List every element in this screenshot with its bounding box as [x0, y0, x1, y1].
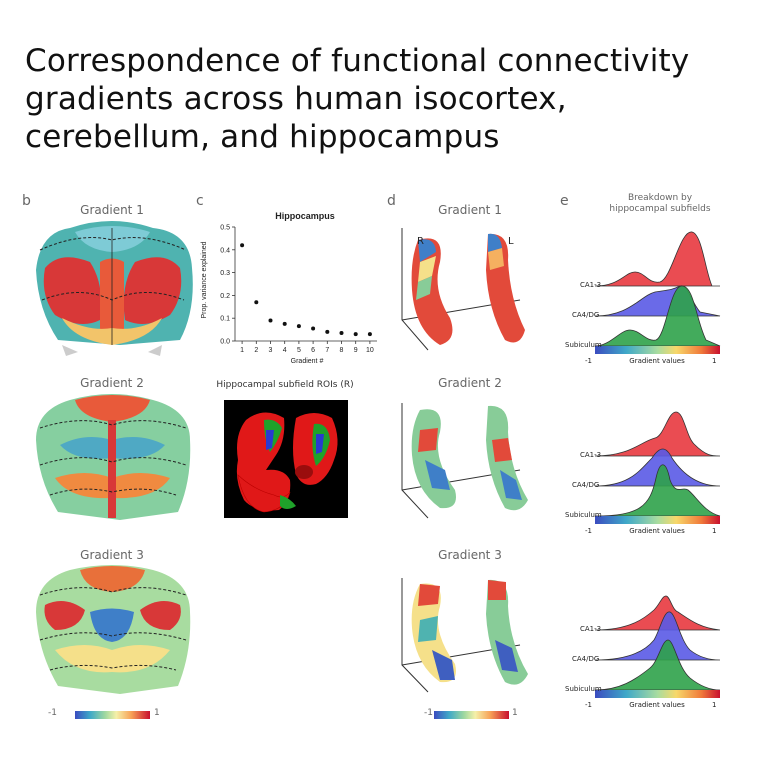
ridge-2-axis-max: 1: [712, 527, 717, 535]
ridge-1-axis-min: -1: [585, 357, 592, 365]
data-point: [240, 243, 245, 248]
panel-d-title-1: Gradient 1: [438, 203, 502, 217]
hippocampus-cloud-1-left: [486, 233, 525, 343]
ridge-1-row-subiculum: Subiculum: [565, 341, 602, 349]
panel-b-colorbar-min: -1: [48, 708, 57, 718]
hippocampus-cloud-2-left: [486, 405, 528, 511]
ridge-2-row-subiculum: Subiculum: [565, 511, 602, 519]
y-tick-label: 0.2: [220, 293, 230, 300]
ridge-2-row-ca4dg: CA4/DG: [572, 481, 600, 489]
panel-b-colorbar-max: 1: [154, 708, 160, 718]
panel-d-colorbar-max: 1: [512, 708, 518, 718]
chart-xlabel: Gradient #: [291, 358, 324, 365]
panel-b-letter: b: [22, 193, 31, 209]
x-tick-label: 5: [297, 347, 301, 354]
cerebellum-flatmap-3: [36, 565, 191, 694]
ridge-3-axis-min: -1: [585, 701, 592, 709]
hippocampus-cloud-2-right: [411, 409, 456, 509]
ridge-plot-2: [594, 411, 721, 524]
ridge-2-axis-label: Gradient values: [629, 527, 685, 535]
ridge-1-axis-max: 1: [712, 357, 717, 365]
ridge-3-row-ca4dg: CA4/DG: [572, 655, 600, 663]
y-tick-label: 0.0: [220, 339, 230, 346]
ridge-1-row-ca13: CA1-3: [580, 281, 602, 289]
panel-d-title-3: Gradient 3: [438, 548, 502, 562]
ridge-plot-3: [594, 595, 721, 698]
ridge-3-row-subiculum: Subiculum: [565, 685, 602, 693]
hippocampus-cloud-1-right: [411, 238, 453, 345]
panel-b-title-1: Gradient 1: [80, 203, 144, 217]
cerebellum-flatmap-1: [36, 221, 193, 356]
hemisphere-left-label: L: [508, 236, 514, 247]
panel-d-colorbar-min: -1: [424, 708, 433, 718]
data-point: [325, 329, 330, 334]
data-point: [282, 321, 287, 326]
data-point: [353, 332, 358, 337]
variance-explained-scatter: Hippocampus Prop. variance explained Gra…: [201, 211, 377, 365]
chart-title: Hippocampus: [275, 211, 335, 221]
ridge-3-row-ca13: CA1-3: [580, 625, 602, 633]
x-tick-label: 8: [340, 347, 344, 354]
ridge-3-axis-max: 1: [712, 701, 717, 709]
y-tick-label: 0.1: [220, 316, 230, 323]
x-tick-label: 1: [240, 347, 244, 354]
y-tick-label: 0.4: [220, 247, 230, 254]
data-point: [296, 324, 301, 329]
panel-b-title-2: Gradient 2: [80, 376, 144, 390]
x-tick-label: 2: [254, 347, 258, 354]
data-point: [254, 300, 259, 305]
ridge-2-axis-min: -1: [585, 527, 592, 535]
panel-c-letter: c: [196, 193, 204, 209]
ridge-1-axis-label: Gradient values: [629, 357, 685, 365]
hippocampus-cloud-3-right: [411, 583, 456, 683]
data-point: [339, 331, 344, 336]
hippocampal-subfield-roi-render: [224, 400, 348, 518]
panel-d-colorbar: [434, 711, 509, 719]
x-tick-label: 10: [366, 347, 374, 354]
cerebellum-flatmap-2: [36, 394, 191, 520]
roi-title: Hippocampal subfield ROIs (R): [216, 380, 354, 390]
ridge-2-row-ca13: CA1-3: [580, 451, 602, 459]
y-tick-label: 0.3: [220, 270, 230, 277]
data-point: [268, 318, 273, 323]
x-tick-label: 9: [354, 347, 358, 354]
x-tick-label: 6: [311, 347, 315, 354]
ridge-1-row-ca4dg: CA4/DG: [572, 311, 600, 319]
panel-b-title-3: Gradient 3: [80, 548, 144, 562]
panel-e-heading-1: Breakdown by: [627, 193, 693, 203]
data-point: [311, 326, 316, 331]
page-title: Correspondence of functional connectivit…: [25, 43, 690, 155]
data-point: [367, 332, 372, 337]
panel-e-heading-2: hippocampal subfields: [609, 204, 711, 214]
chart-ylabel: Prop. variance explained: [201, 241, 208, 318]
x-tick-label: 7: [325, 347, 329, 354]
x-tick-label: 3: [269, 347, 273, 354]
panel-b-colorbar: [75, 711, 150, 719]
panel-d-letter: d: [387, 193, 396, 209]
ridge-plot-1: [594, 231, 721, 354]
y-tick-label: 0.5: [220, 225, 230, 232]
hippocampus-cloud-3-left: [486, 579, 528, 685]
x-tick-label: 4: [283, 347, 287, 354]
panel-e-letter: e: [560, 193, 569, 209]
hemisphere-right-label: R: [417, 236, 424, 247]
panel-d-title-2: Gradient 2: [438, 376, 502, 390]
ridge-3-axis-label: Gradient values: [629, 701, 685, 709]
